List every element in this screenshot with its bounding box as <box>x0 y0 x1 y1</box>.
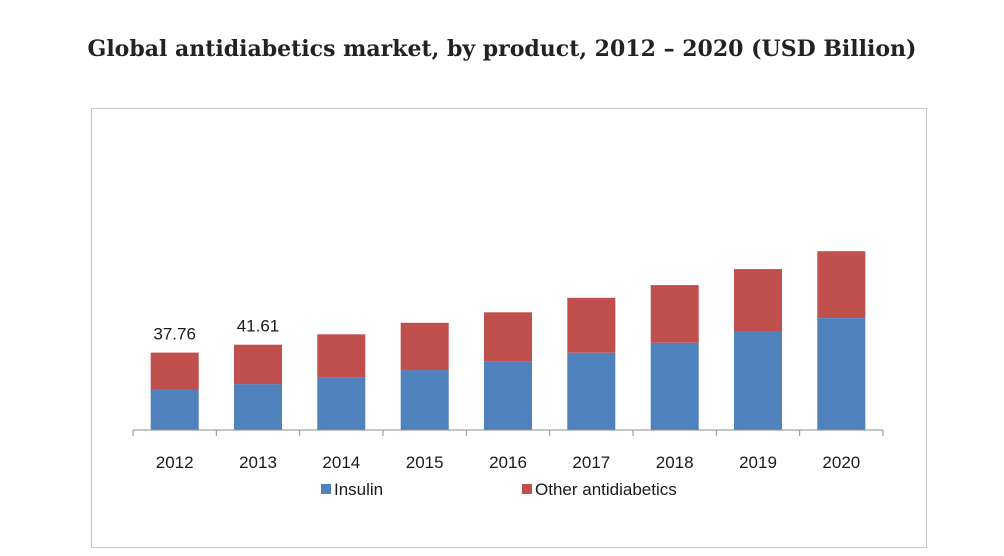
legend-label-other-antidiabetics: Other antidiabetics <box>535 480 677 499</box>
bar-insulin-2020 <box>817 318 866 430</box>
x-tick-label-2017: 2017 <box>572 453 610 472</box>
x-tick-label-2019: 2019 <box>739 453 777 472</box>
bar-other-antidiabetics-2016 <box>484 312 532 362</box>
bar-insulin-2019 <box>734 331 782 430</box>
bar-other-antidiabetics-2017 <box>567 297 616 353</box>
bar-other-antidiabetics-2018 <box>650 285 699 343</box>
x-tick-label-2020: 2020 <box>822 453 860 472</box>
bar-other-antidiabetics-2015 <box>400 322 449 371</box>
bar-other-antidiabetics-2013 <box>234 344 282 385</box>
x-tick-label-2013: 2013 <box>239 453 277 472</box>
bar-other-antidiabetics-2020 <box>817 251 866 318</box>
legend-label-insulin: Insulin <box>334 480 383 499</box>
chart-title: Global antidiabetics market, by product,… <box>87 36 917 62</box>
x-tick-label-2018: 2018 <box>656 453 694 472</box>
bar-insulin-2014 <box>317 377 366 430</box>
bar-insulin-2015 <box>400 370 449 430</box>
legend-swatch-insulin <box>321 484 331 494</box>
x-tick-label-2016: 2016 <box>489 453 527 472</box>
bar-insulin-2017 <box>567 352 616 430</box>
bar-insulin-2013 <box>234 384 282 430</box>
bar-other-antidiabetics-2014 <box>317 334 366 378</box>
bar-insulin-2018 <box>650 342 699 430</box>
bar-other-antidiabetics-2012 <box>150 352 199 389</box>
data-label-2012: 37.76 <box>153 325 196 344</box>
x-tick-label-2014: 2014 <box>322 453 360 472</box>
bar-insulin-2012 <box>150 389 199 430</box>
data-label-2013: 41.61 <box>237 317 280 336</box>
x-tick-label-2015: 2015 <box>406 453 444 472</box>
bar-other-antidiabetics-2019 <box>734 269 782 331</box>
legend-swatch-other-antidiabetics <box>522 484 532 494</box>
x-tick-label-2012: 2012 <box>156 453 194 472</box>
bar-insulin-2016 <box>484 361 532 430</box>
